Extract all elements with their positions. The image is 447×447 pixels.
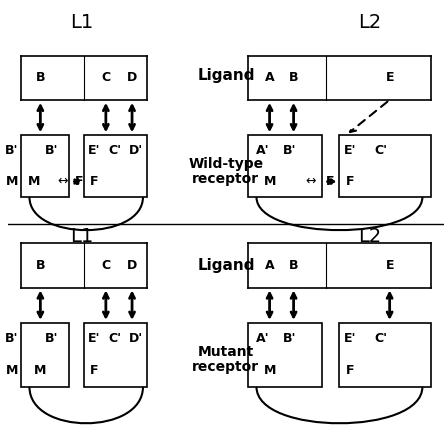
Text: ↔: ↔ — [306, 175, 316, 188]
Text: E: E — [385, 72, 394, 84]
Text: D: D — [127, 259, 137, 272]
Text: C': C' — [374, 332, 388, 346]
Text: Ligand: Ligand — [197, 258, 255, 273]
Text: C: C — [101, 72, 110, 84]
Text: B': B' — [283, 144, 296, 157]
Text: F: F — [346, 175, 354, 188]
Text: A: A — [265, 72, 274, 84]
Text: Wild-type: Wild-type — [188, 157, 263, 171]
Text: F: F — [89, 175, 98, 188]
Text: A': A' — [256, 332, 270, 346]
Text: E': E' — [87, 332, 100, 346]
Text: receptor: receptor — [192, 360, 259, 374]
Text: A: A — [265, 259, 274, 272]
Text: B': B' — [283, 332, 296, 346]
Text: L1: L1 — [70, 227, 93, 246]
Bar — [248, 323, 322, 387]
Text: Mutant: Mutant — [198, 345, 254, 358]
Text: E': E' — [344, 332, 357, 346]
Text: C': C' — [108, 144, 121, 157]
Text: M: M — [6, 175, 18, 188]
Text: A': A' — [256, 144, 270, 157]
Text: C': C' — [374, 144, 388, 157]
Text: C': C' — [108, 332, 121, 346]
Text: F: F — [75, 175, 84, 188]
Text: E': E' — [344, 144, 357, 157]
Text: L1: L1 — [70, 13, 93, 32]
Text: M: M — [6, 364, 18, 377]
Text: B': B' — [5, 332, 18, 346]
Text: B: B — [289, 259, 298, 272]
Text: D: D — [127, 72, 137, 84]
Text: B: B — [36, 259, 45, 272]
Text: D': D' — [129, 144, 143, 157]
Text: D': D' — [129, 332, 143, 346]
Text: B': B' — [5, 144, 18, 157]
Text: receptor: receptor — [192, 173, 259, 186]
Bar — [339, 135, 431, 197]
Text: B': B' — [45, 144, 58, 157]
Text: B': B' — [45, 332, 58, 346]
Text: F: F — [89, 364, 98, 377]
Text: C: C — [101, 259, 110, 272]
Bar — [248, 135, 322, 197]
Text: ↔: ↔ — [57, 175, 67, 188]
Text: F: F — [346, 364, 354, 377]
Text: E: E — [385, 259, 394, 272]
Text: F: F — [325, 175, 334, 188]
Text: Ligand: Ligand — [197, 68, 255, 83]
Bar — [21, 135, 69, 197]
Text: M: M — [28, 175, 40, 188]
Text: B: B — [289, 72, 298, 84]
Text: E': E' — [87, 144, 100, 157]
Bar — [84, 323, 148, 387]
Text: B: B — [36, 72, 45, 84]
Text: L2: L2 — [358, 13, 382, 32]
Bar — [21, 323, 69, 387]
Text: M: M — [263, 175, 276, 188]
Text: M: M — [263, 364, 276, 377]
Bar — [84, 135, 148, 197]
Text: M: M — [34, 364, 46, 377]
Text: L2: L2 — [358, 227, 382, 246]
Bar — [339, 323, 431, 387]
